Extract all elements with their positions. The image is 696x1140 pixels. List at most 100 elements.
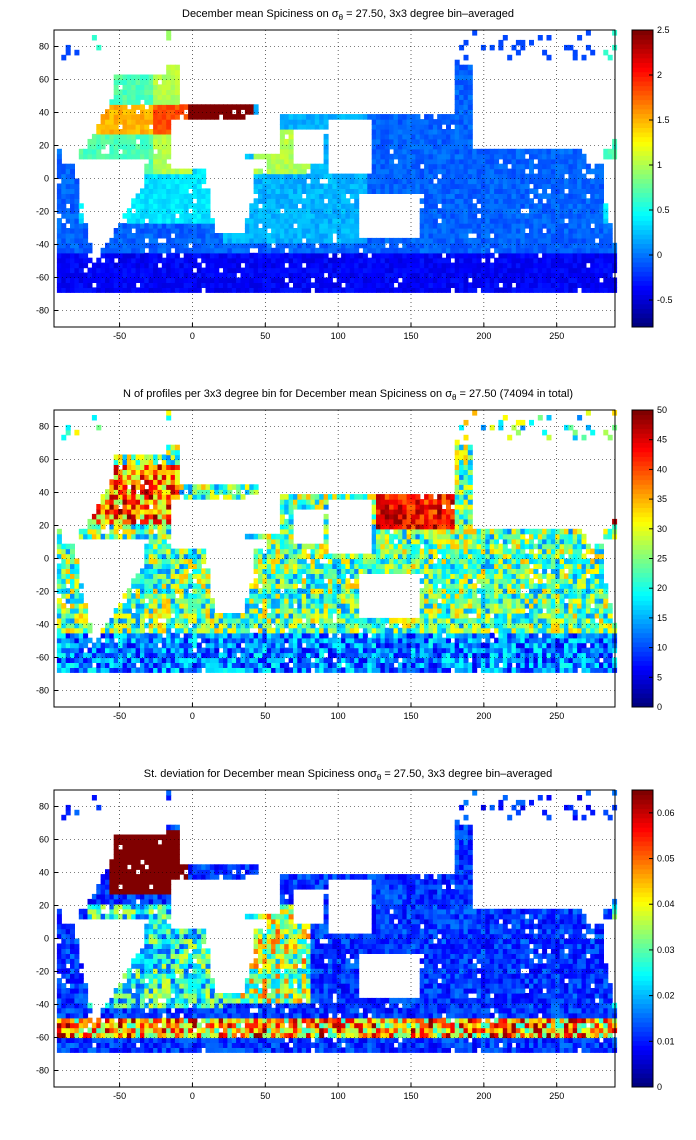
heatmap-cell <box>258 173 263 180</box>
heatmap-cell <box>271 533 277 540</box>
heatmap-cell <box>555 223 561 229</box>
heatmap-cell <box>153 593 159 599</box>
heatmap-cell <box>74 617 80 624</box>
heatmap-cell <box>157 129 163 135</box>
heatmap-cell <box>65 233 71 239</box>
heatmap-cell <box>153 518 159 525</box>
heatmap-cell <box>358 287 364 293</box>
heatmap-cell <box>161 257 167 264</box>
heatmap-cell <box>91 133 97 140</box>
heatmap-cell <box>65 642 71 649</box>
heatmap-cell <box>113 489 119 495</box>
heatmap-cell <box>214 494 220 500</box>
heatmap-cell <box>118 617 124 624</box>
heatmap-cell <box>446 178 451 185</box>
heatmap-cell <box>61 178 67 185</box>
heatmap-cell <box>131 667 137 673</box>
heatmap-cell <box>284 558 290 565</box>
heatmap-cell <box>74 208 80 214</box>
heatmap-cell <box>432 129 438 135</box>
heatmap-cell <box>196 282 202 288</box>
heatmap-cell <box>214 242 220 249</box>
heatmap-cell <box>166 657 172 663</box>
heatmap-cell <box>581 193 587 199</box>
colorbar-swatch <box>632 238 653 244</box>
heatmap-cell <box>174 223 180 229</box>
heatmap-cell <box>161 652 167 659</box>
heatmap-cell <box>424 213 430 219</box>
colorbar-tick-label: 1.5 <box>657 115 670 125</box>
heatmap-cell <box>262 208 268 214</box>
heatmap-cell <box>411 138 416 145</box>
heatmap-cell <box>144 74 150 81</box>
heatmap-cell <box>441 228 447 234</box>
heatmap-cell <box>188 632 194 639</box>
heatmap-cell <box>131 153 137 160</box>
heatmap-cell <box>467 223 473 229</box>
heatmap-cell <box>78 613 84 619</box>
heatmap-cell <box>113 464 119 470</box>
heatmap-cell <box>507 168 513 175</box>
heatmap-cell <box>113 499 119 505</box>
heatmap-cell <box>437 247 443 254</box>
heatmap-cell <box>244 603 250 609</box>
heatmap-cell <box>371 143 377 150</box>
heatmap-cell <box>467 138 473 145</box>
heatmap-cell <box>411 183 416 189</box>
heatmap-cell <box>61 603 67 609</box>
heatmap-cell <box>61 543 67 550</box>
heatmap-cell <box>249 583 255 589</box>
heatmap-cell <box>341 188 347 194</box>
heatmap-cell <box>402 173 408 180</box>
heatmap-cell <box>196 608 202 614</box>
heatmap-cell <box>489 213 495 219</box>
heatmap-cell <box>384 158 390 165</box>
heatmap-cell <box>524 262 530 269</box>
heatmap-cell <box>323 208 329 214</box>
heatmap-cell <box>244 489 250 495</box>
heatmap-cell <box>472 267 478 274</box>
heatmap-cell <box>61 193 67 199</box>
heatmap-cell <box>157 583 163 589</box>
heatmap-cell <box>393 168 399 175</box>
heatmap-cell <box>161 109 167 115</box>
heatmap-cell <box>594 257 600 264</box>
heatmap-cell <box>70 598 75 604</box>
heatmap-cell <box>332 257 338 264</box>
heatmap-cell <box>319 114 325 120</box>
heatmap-cell <box>459 233 465 239</box>
heatmap-cell <box>192 568 198 574</box>
heatmap-cell <box>196 553 202 560</box>
heatmap-cell <box>389 138 395 145</box>
heatmap-cell <box>424 252 430 259</box>
heatmap-cell <box>428 183 434 189</box>
heatmap-cell <box>118 89 124 95</box>
heatmap-cell <box>196 622 202 629</box>
heatmap-cell <box>170 647 176 654</box>
heatmap-cell <box>196 563 202 569</box>
heatmap-cell <box>367 282 373 288</box>
heatmap-cell <box>279 543 285 550</box>
heatmap-cell <box>122 484 128 490</box>
heatmap-cell <box>367 242 373 249</box>
heatmap-cell <box>192 598 198 604</box>
heatmap-cell <box>209 242 215 249</box>
heatmap-cell <box>201 489 207 495</box>
heatmap-cell <box>467 198 473 204</box>
heatmap-cell <box>428 119 434 125</box>
heatmap-cell <box>599 188 604 194</box>
heatmap-cell <box>441 218 447 224</box>
heatmap-cell <box>494 237 500 244</box>
heatmap-cell <box>306 198 312 204</box>
heatmap-cell <box>314 168 320 175</box>
heatmap-cell <box>271 282 277 288</box>
heatmap-cell <box>157 138 163 145</box>
heatmap-cell <box>293 242 298 249</box>
heatmap-cell <box>515 168 521 175</box>
heatmap-cell <box>166 218 172 224</box>
heatmap-cell <box>310 173 316 180</box>
heatmap-cell <box>380 129 386 135</box>
heatmap-cell <box>454 129 460 135</box>
heatmap-cell <box>367 257 373 264</box>
heatmap-cell <box>362 272 368 279</box>
